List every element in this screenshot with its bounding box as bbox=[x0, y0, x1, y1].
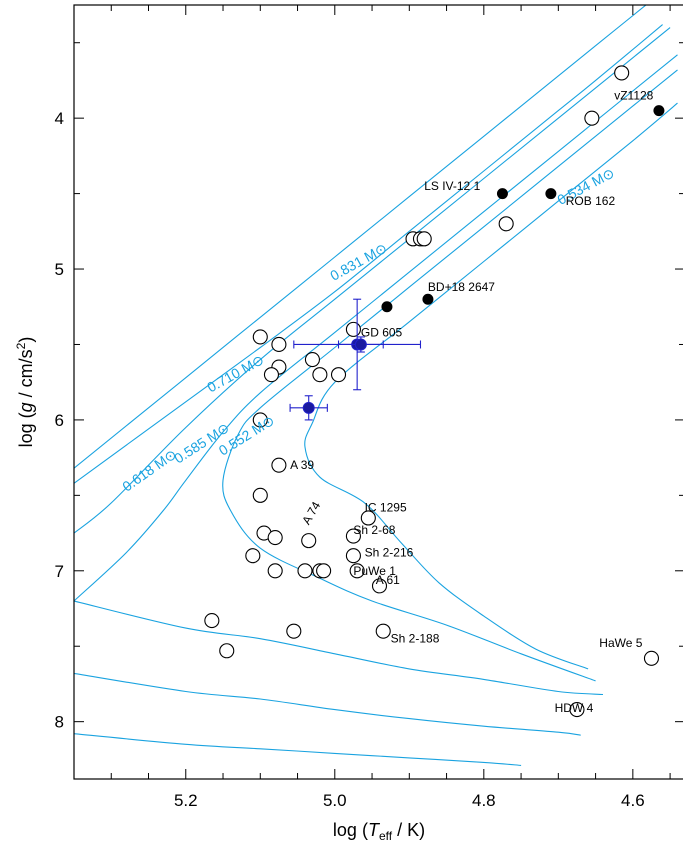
hollow-point bbox=[245, 548, 261, 564]
x-axis-title: log (Teff / K) bbox=[333, 820, 425, 843]
cooling-track-line bbox=[74, 672, 581, 736]
hollow-point bbox=[286, 623, 302, 639]
hollow-point bbox=[263, 367, 280, 383]
hollow-point bbox=[252, 487, 268, 503]
filled-point bbox=[653, 105, 665, 117]
hollow-point bbox=[345, 548, 361, 564]
axes: 5.2 5.0 4.8 4.6 4 5 6 7 8 bbox=[55, 5, 683, 810]
star-label: IC 1295 bbox=[365, 500, 407, 514]
hollow-point bbox=[271, 457, 287, 473]
star-label: ROB 162 bbox=[566, 194, 616, 208]
hollow-point bbox=[360, 510, 376, 526]
star-label: A 39 bbox=[290, 458, 314, 472]
evolutionary-tracks bbox=[74, 5, 678, 766]
hollow-point bbox=[345, 321, 361, 337]
hollow-point bbox=[267, 563, 283, 579]
x-tick-label: 4.6 bbox=[621, 791, 645, 810]
hollow-point bbox=[304, 352, 320, 368]
hollow-point bbox=[219, 643, 235, 659]
filled-point bbox=[496, 188, 508, 200]
annotations: 0.831 M⊙0.710 M⊙0.618 M⊙0.585 M⊙0.552 M⊙… bbox=[119, 89, 653, 716]
star-label: HaWe 5 bbox=[599, 636, 642, 650]
hollow-point bbox=[271, 336, 287, 353]
data-points bbox=[204, 65, 665, 718]
hollow-point bbox=[375, 623, 391, 639]
plot-frame bbox=[73, 4, 683, 780]
track-line bbox=[74, 54, 678, 602]
x-tick-label: 5.2 bbox=[174, 791, 198, 810]
track-line bbox=[304, 102, 678, 670]
track-line bbox=[74, 5, 647, 469]
hollow-point bbox=[569, 702, 585, 718]
star-label: vZ1128 bbox=[614, 89, 653, 103]
star-label: GD 605 bbox=[361, 325, 403, 339]
measured-point bbox=[302, 401, 315, 414]
star-label: LS IV-12 1 bbox=[424, 179, 480, 193]
hollow-point bbox=[614, 65, 630, 81]
x-tick-label: 5.0 bbox=[323, 791, 347, 810]
hollow-point bbox=[345, 528, 361, 544]
hollow-point bbox=[584, 110, 600, 126]
star-label: PuWe 1 bbox=[353, 564, 396, 578]
hollow-point bbox=[252, 329, 268, 345]
track-line bbox=[74, 27, 671, 534]
hollow-point bbox=[371, 578, 388, 594]
track-label: 0.831 M⊙ bbox=[327, 240, 389, 284]
star-label: A 74 bbox=[299, 499, 323, 527]
hollow-point bbox=[297, 563, 313, 579]
track-line bbox=[74, 24, 663, 484]
star-label: Sh 2-216 bbox=[365, 546, 414, 560]
star-label: HDW 4 bbox=[555, 701, 594, 715]
star-label: Sh 2-68 bbox=[353, 523, 395, 537]
y-tick-label: 6 bbox=[55, 411, 64, 430]
hollow-point bbox=[301, 533, 317, 549]
hollow-point bbox=[416, 231, 432, 247]
cooling-track-line bbox=[74, 600, 604, 696]
y-tick-label: 7 bbox=[55, 562, 64, 581]
filled-point bbox=[381, 301, 393, 313]
y-tick-label: 5 bbox=[55, 260, 64, 279]
hollow-point bbox=[267, 530, 283, 546]
measured-point bbox=[354, 338, 367, 351]
hollow-point bbox=[312, 367, 328, 383]
y-tick-label: 4 bbox=[55, 109, 64, 128]
hollow-point bbox=[252, 412, 268, 428]
star-label: Sh 2-188 bbox=[391, 632, 440, 646]
hollow-point bbox=[349, 563, 365, 579]
track-label: 0.710 M⊙ bbox=[204, 351, 266, 395]
hollow-point bbox=[330, 367, 347, 383]
cooling-track-line bbox=[74, 733, 522, 766]
filled-point bbox=[545, 188, 557, 200]
hollow-point bbox=[204, 613, 220, 629]
track-line bbox=[222, 69, 678, 682]
star-label: A 61 bbox=[376, 573, 400, 587]
y-axis-title: log (g / cm/s2) bbox=[14, 337, 36, 448]
filled-point bbox=[422, 293, 434, 305]
star-label: BD+18 2647 bbox=[428, 280, 495, 294]
hollow-point bbox=[316, 563, 332, 579]
x-tick-label: 4.8 bbox=[472, 791, 496, 810]
hollow-point bbox=[643, 650, 660, 666]
hollow-point bbox=[498, 216, 514, 232]
y-tick-label: 8 bbox=[55, 713, 64, 732]
